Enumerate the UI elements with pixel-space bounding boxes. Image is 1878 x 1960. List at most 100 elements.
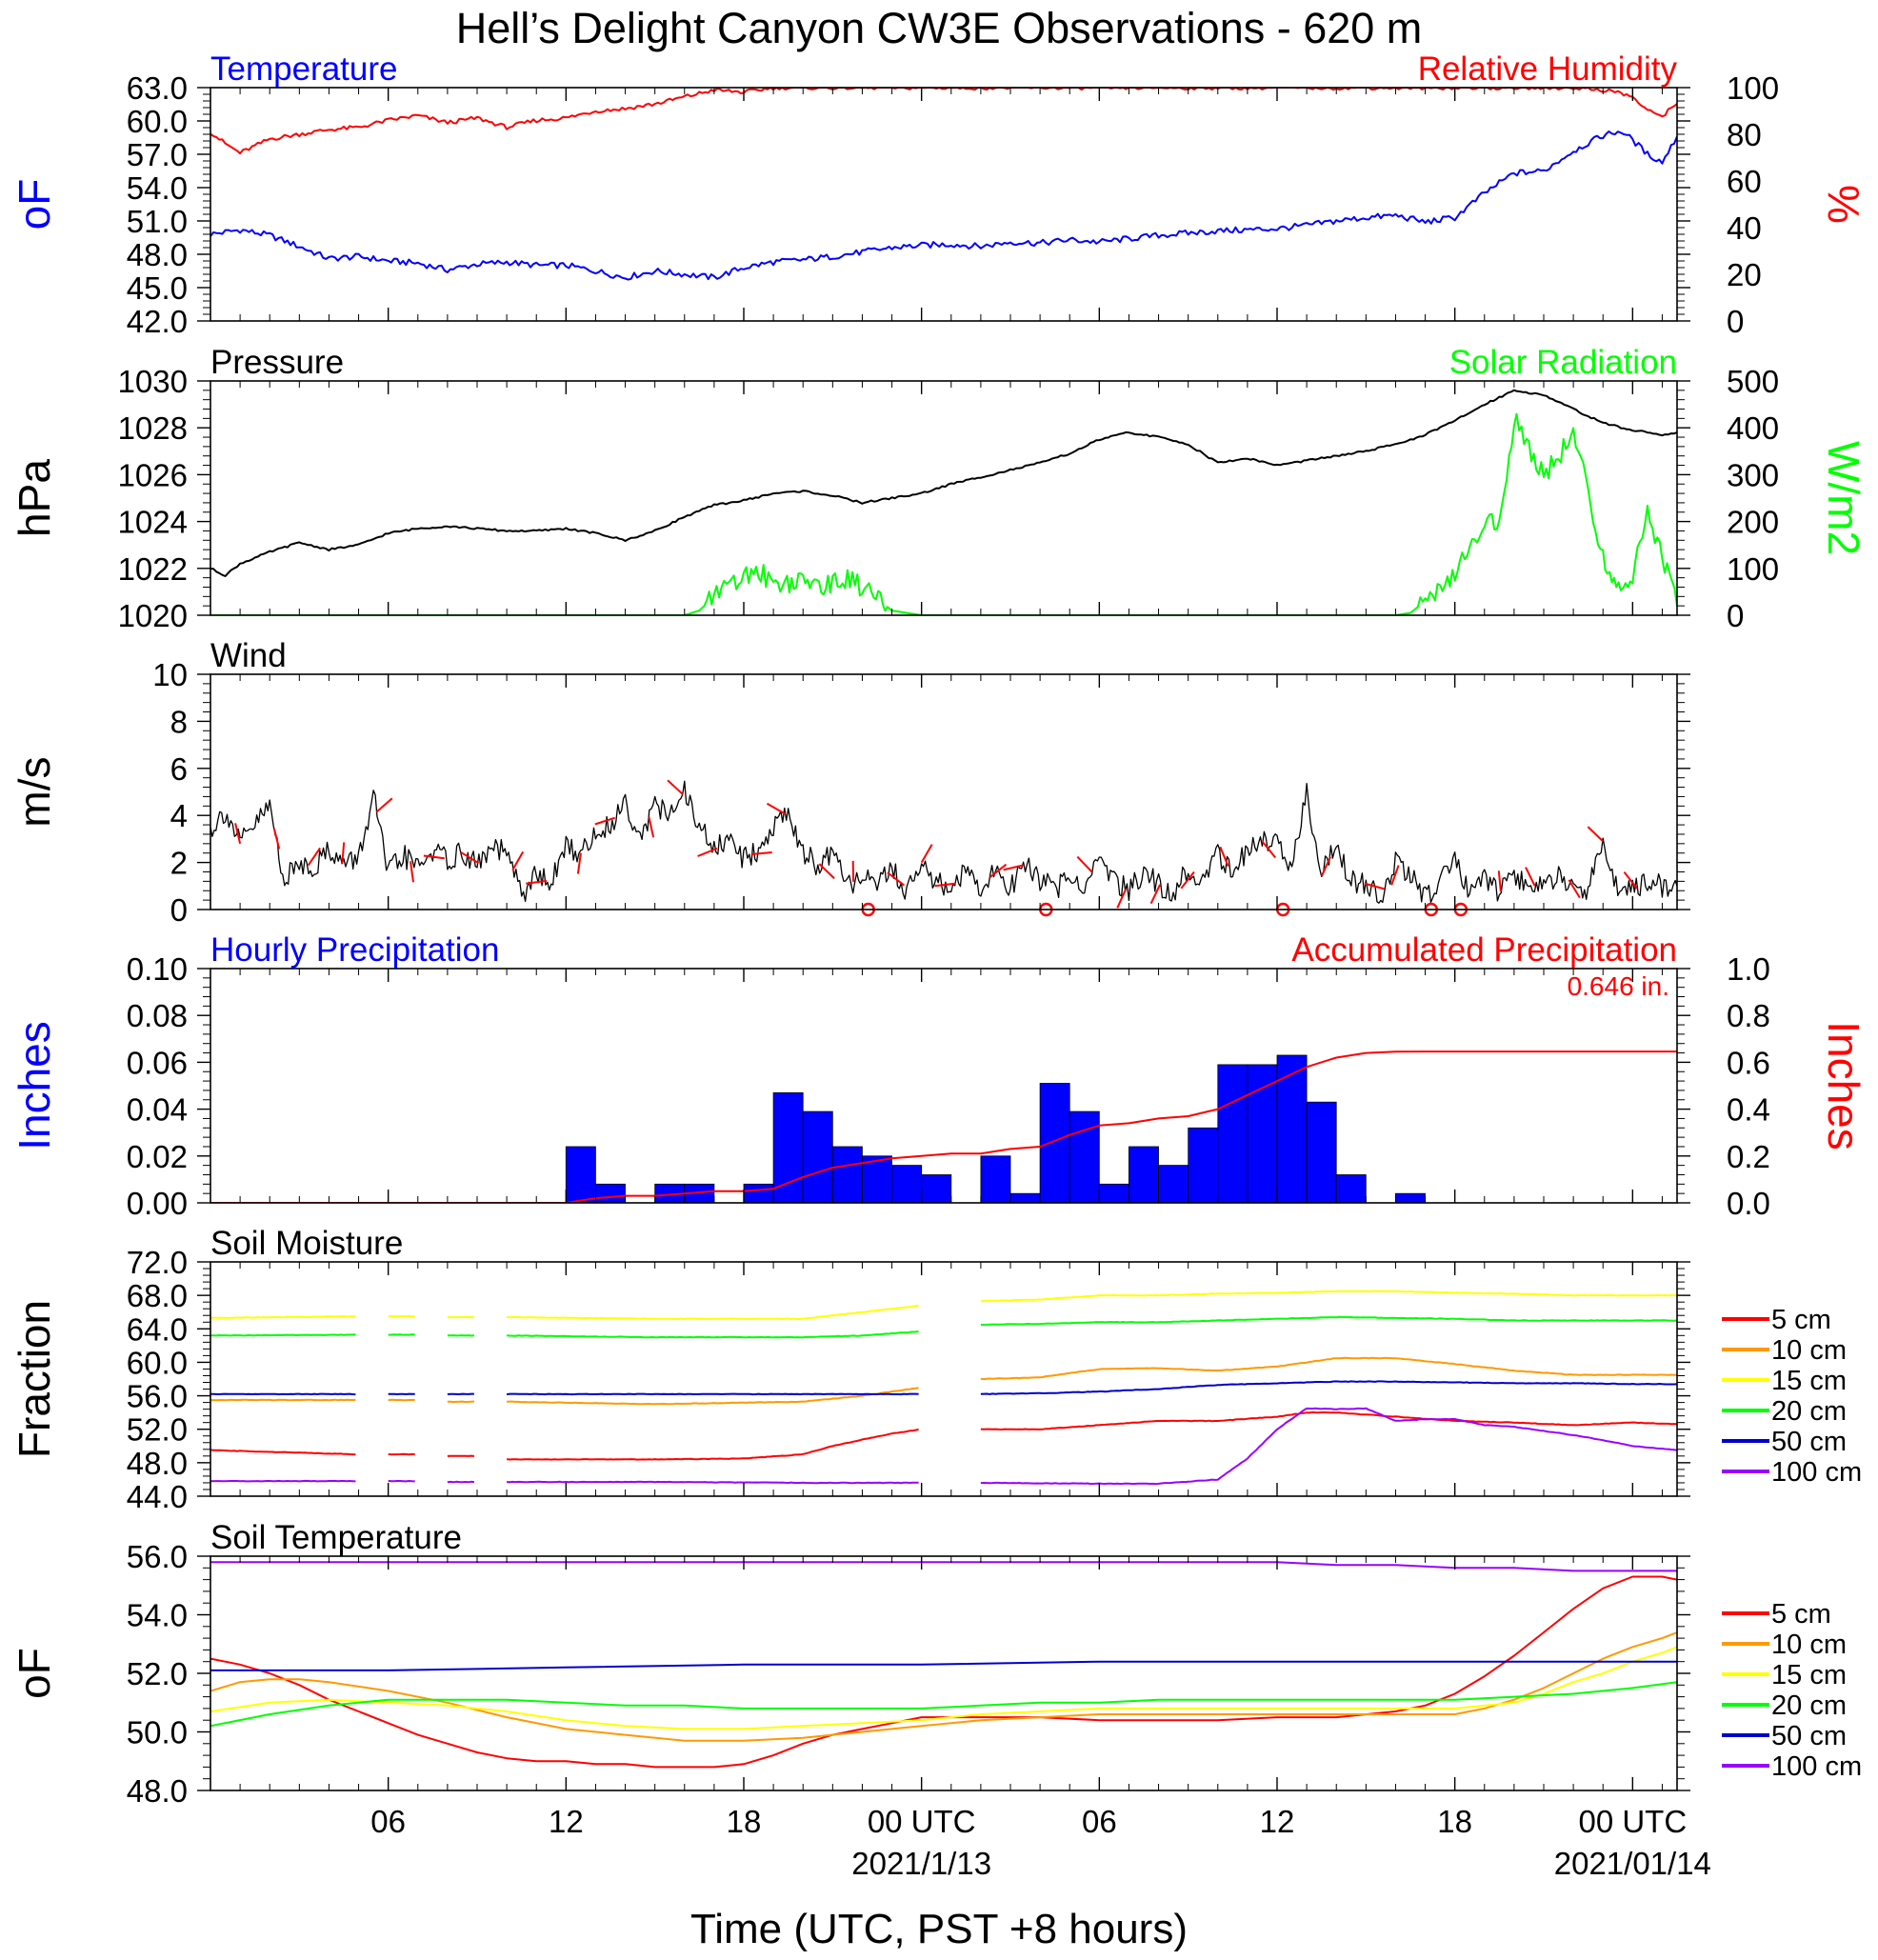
panel-soilm: 72.068.064.060.056.052.048.044.0 Soil Moi… — [10, 1225, 1862, 1514]
precip-bar — [1098, 1183, 1129, 1203]
y-tick-label-right: 0.8 — [1727, 998, 1770, 1033]
wind-direction-barb — [920, 844, 933, 864]
y-tick-label-left: 54.0 — [127, 1598, 188, 1633]
y-tick-label-left: 56.0 — [127, 1379, 188, 1414]
soilt-ylabel-left: oF — [10, 1648, 59, 1699]
precip-ylabel-left: Inches — [10, 1021, 59, 1150]
wind-direction-barb — [1320, 856, 1331, 877]
y-tick-label-left: 42.0 — [127, 304, 188, 339]
series-line-soilm-20-cm — [210, 1315, 1677, 1339]
press-plot-area — [210, 389, 1677, 615]
wind-direction-barb — [511, 850, 525, 870]
y-tick-label-right: 0.6 — [1727, 1045, 1770, 1080]
y-tick-label-left: 52.0 — [127, 1412, 188, 1448]
legend-label: 5 cm — [1771, 1305, 1831, 1335]
series-line-press-solar-radiation — [210, 412, 1677, 615]
precip-bar — [831, 1146, 863, 1203]
wind-direction-barb — [234, 823, 242, 845]
press-title-left: Pressure — [210, 344, 344, 381]
y-tick-label-left: 1024 — [118, 505, 188, 540]
y-tick-label-left: 0.04 — [127, 1092, 188, 1128]
series-line-soilt-50-cm — [210, 1660, 1677, 1671]
x-axis-label: Time (UTC, PST +8 hours) — [690, 1906, 1188, 1952]
legend-label: 20 cm — [1771, 1396, 1847, 1427]
x-tick-label: 12 — [549, 1804, 584, 1839]
y-tick-label-right: 300 — [1727, 457, 1779, 492]
x-date-label: 2021/01/14 — [1554, 1846, 1711, 1881]
wind-direction-barb — [526, 879, 548, 885]
soilt-plot-area — [210, 1561, 1677, 1769]
legend-label: 10 cm — [1771, 1335, 1847, 1366]
y-tick-label-left: 1022 — [118, 551, 188, 587]
soilm-plot-area — [210, 1290, 1677, 1486]
wind-direction-barb — [1116, 888, 1128, 909]
y-tick-label-left: 52.0 — [127, 1656, 188, 1691]
y-tick-label-left: 1028 — [118, 410, 188, 446]
y-tick-label-left: 0.10 — [127, 951, 188, 987]
precip-title-left: Hourly Precipitation — [210, 931, 499, 969]
y-tick-label-left: 48.0 — [127, 1773, 188, 1809]
x-tick-label: 12 — [1260, 1804, 1295, 1839]
wind-direction-barb — [594, 816, 616, 826]
y-tick-label-left: 1030 — [118, 364, 188, 399]
precip-bar — [565, 1146, 596, 1203]
series-line-soilt-20-cm — [210, 1681, 1677, 1728]
wind-direction-barb — [1568, 879, 1581, 899]
figure-title: Hell’s Delight Canyon CW3E Observations … — [456, 4, 1423, 52]
x-tick-label: 00 UTC — [1578, 1804, 1687, 1839]
temp-title-left: Temperature — [210, 50, 397, 88]
y-tick-label-left: 64.0 — [127, 1311, 188, 1347]
wind-direction-barb — [767, 802, 787, 815]
y-tick-label-left: 0.00 — [127, 1186, 188, 1221]
press-frame — [210, 380, 1678, 616]
legend-label: 100 cm — [1771, 1751, 1862, 1782]
wind-direction-barb — [1390, 865, 1400, 886]
wind-direction-barb — [307, 847, 321, 867]
wind-direction-barb — [375, 797, 393, 813]
series-line-precip-accumulated-precipitation — [210, 1050, 1677, 1203]
y-tick-label-left: 50.0 — [127, 1715, 188, 1750]
wind-direction-barb — [1149, 884, 1162, 905]
y-tick-label-right: 60 — [1727, 164, 1762, 199]
wind-title-left: Wind — [210, 637, 287, 674]
wind-direction-barb — [1525, 867, 1536, 887]
panel-temp: 63.060.057.054.051.048.045.042.0 100 80 60 4… — [10, 50, 1868, 339]
x-tick-label: 18 — [1437, 1804, 1472, 1839]
panel-press: 1030 1028 1026 1024 1022 1020 500 400 300 200 100 0… — [10, 344, 1868, 633]
press-ylabel-left: hPa — [10, 459, 59, 537]
precip-bar — [1335, 1174, 1367, 1203]
y-tick-label-right: 1.0 — [1727, 951, 1770, 987]
wind-direction-barb — [1180, 870, 1195, 890]
soilm-title-left: Soil Moisture — [210, 1225, 403, 1262]
wind-direction-barb — [1364, 882, 1386, 890]
legend-label: 100 cm — [1771, 1457, 1862, 1488]
precip-title-right: Accumulated Precipitation — [1291, 931, 1677, 969]
precip-frame — [210, 968, 1678, 1204]
panel-precip: 0.10 0.08 0.06 0.04 0.02 0.00 1.0 0.8 0.6 0.4 0.2 0… — [10, 931, 1868, 1221]
y-tick-label-left: 6 — [170, 751, 188, 787]
wind-direction-barb — [410, 861, 414, 883]
precip-bar — [1129, 1146, 1159, 1203]
series-line-soilt-10-cm — [210, 1631, 1677, 1742]
panels: 63.060.057.054.051.048.045.042.010080604… — [10, 50, 1868, 1809]
wind-direction-barb — [697, 847, 718, 857]
y-tick-label-right: 0.4 — [1727, 1092, 1770, 1128]
precip-bar — [862, 1155, 892, 1203]
precip-bar — [743, 1183, 774, 1203]
y-tick-label-right: 0.0 — [1727, 1186, 1770, 1221]
wind-direction-barb — [1261, 840, 1276, 859]
wind-direction-barb — [887, 871, 906, 887]
y-tick-label-left: 60.0 — [127, 1345, 188, 1380]
y-tick-label-left: 0 — [170, 892, 188, 928]
precip-bar — [1188, 1127, 1219, 1203]
y-tick-label-left: 0.02 — [127, 1139, 188, 1174]
wind-direction-barb — [423, 854, 445, 860]
precip-bar — [1217, 1064, 1249, 1203]
precip-bar — [1306, 1101, 1337, 1203]
precip-bar — [1039, 1083, 1070, 1203]
x-tick-label: 18 — [727, 1804, 762, 1839]
y-tick-label-left: 72.0 — [127, 1245, 188, 1280]
precip-bar — [772, 1092, 804, 1203]
